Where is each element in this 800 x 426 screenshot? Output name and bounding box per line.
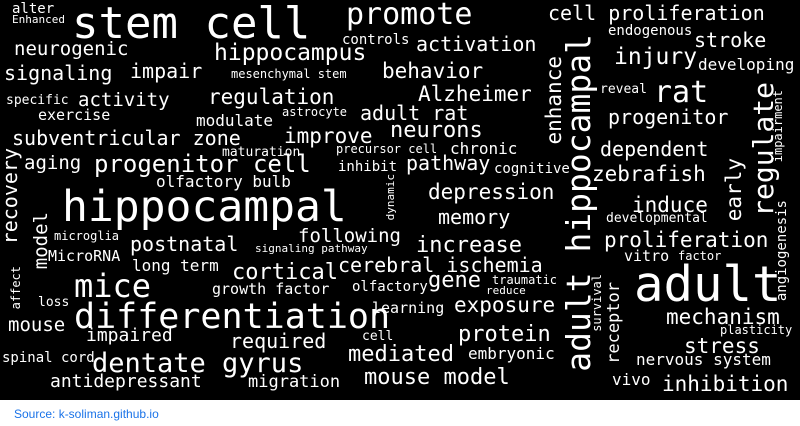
- word: postnatal: [130, 232, 239, 256]
- word: dentate gyrus: [92, 348, 304, 379]
- word: pathway: [406, 151, 491, 175]
- word: dependent: [600, 137, 709, 161]
- word: signaling: [4, 61, 113, 85]
- word: injury: [614, 44, 698, 70]
- word: exercise: [38, 106, 111, 124]
- word-cloud: alter Enhanced stem cell promote cell pr…: [0, 0, 800, 400]
- word: modulate: [196, 111, 274, 130]
- word: progenitor cell: [94, 150, 311, 178]
- word: stem cell: [72, 0, 311, 49]
- word: alter: [12, 1, 55, 17]
- word: impaired: [86, 325, 173, 346]
- word: Alzheimer: [418, 82, 532, 106]
- word: reveal: [600, 82, 647, 97]
- word: developing: [698, 55, 795, 74]
- word: mouse model: [364, 365, 510, 390]
- word: vivo: [612, 370, 651, 389]
- word: enhance: [542, 56, 566, 145]
- word: reduce: [486, 284, 526, 297]
- word: developmental: [606, 211, 708, 226]
- word: microglia: [54, 229, 120, 243]
- word: hippocampus: [214, 40, 367, 66]
- word: depression: [428, 180, 555, 204]
- source-link[interactable]: Source: k-soliman.github.io: [14, 407, 159, 421]
- word: cognitive: [494, 161, 570, 177]
- word: stroke: [694, 28, 767, 52]
- word: aging: [24, 152, 82, 174]
- word: mechanism: [666, 305, 780, 329]
- word: regulation: [208, 85, 335, 109]
- word: migration: [248, 372, 341, 392]
- word: growth factor: [212, 280, 330, 298]
- word: neurogenic: [14, 38, 129, 60]
- word: embryonic: [468, 344, 555, 363]
- word: traumatic: [492, 273, 558, 287]
- word: following: [298, 225, 401, 247]
- word: differentiation: [74, 297, 391, 337]
- word: adult hippocampal: [559, 34, 598, 372]
- word: controls: [342, 32, 410, 48]
- word: endogenous: [608, 23, 693, 39]
- word: recovery: [0, 148, 22, 245]
- word: activity: [78, 89, 170, 111]
- word: required: [230, 329, 327, 353]
- word: long term: [132, 256, 219, 275]
- word: promote: [346, 0, 473, 32]
- word: gene: [428, 268, 481, 293]
- word: olfactory bulb: [156, 172, 291, 191]
- word: dynamic: [384, 174, 397, 221]
- word: protein: [458, 322, 551, 347]
- word: maturation: [222, 145, 301, 160]
- word: cell proliferation: [548, 1, 765, 25]
- word: inhibition: [662, 372, 789, 396]
- word: rat: [654, 75, 709, 110]
- word: learning: [372, 299, 445, 317]
- word: early: [722, 158, 746, 222]
- word: mouse: [8, 314, 66, 336]
- word: olfactory: [352, 279, 428, 295]
- word: neurons: [390, 118, 483, 143]
- word: subventricular zone: [12, 126, 241, 150]
- word: exposure: [454, 293, 556, 317]
- word: vitro: [624, 247, 670, 265]
- word: mice: [74, 267, 152, 305]
- word: cell: [362, 329, 394, 344]
- word: antidepressant: [50, 371, 202, 392]
- word: induce: [632, 193, 708, 217]
- word: impair: [130, 59, 203, 83]
- word: cerebral ischemia: [338, 253, 543, 277]
- word: factor: [678, 249, 722, 263]
- word: plasticity: [720, 323, 793, 337]
- word: memory: [438, 205, 511, 229]
- word: mediated: [348, 342, 454, 367]
- word: proliferation: [604, 228, 769, 252]
- word: cortical: [232, 260, 338, 285]
- word: hippocampal: [62, 182, 347, 232]
- word: regulate: [747, 82, 780, 217]
- word: activation: [416, 32, 537, 56]
- word: spinal cord: [2, 350, 95, 366]
- word: inhibit: [338, 159, 398, 175]
- word: affect: [9, 266, 23, 310]
- word: chronic: [450, 139, 518, 158]
- word: improve: [284, 124, 373, 148]
- word: astrocyte: [282, 105, 348, 119]
- word: signaling pathway: [255, 242, 368, 255]
- word: stress: [684, 334, 760, 358]
- word: adult rat: [360, 101, 469, 125]
- word: nervous system: [636, 350, 771, 369]
- word: progenitor: [608, 105, 729, 129]
- word: loss: [38, 295, 70, 310]
- word: Enhanced: [12, 13, 65, 26]
- word: increase: [416, 233, 522, 258]
- word: adult: [634, 256, 782, 313]
- word: behavior: [382, 59, 484, 83]
- word: precursor cell: [336, 142, 438, 156]
- word: receptor: [604, 282, 624, 364]
- word: zebrafish: [592, 162, 706, 186]
- word: specific: [6, 93, 69, 108]
- word: mesenchymal stem: [231, 67, 347, 81]
- word: MicroRNA: [48, 247, 121, 265]
